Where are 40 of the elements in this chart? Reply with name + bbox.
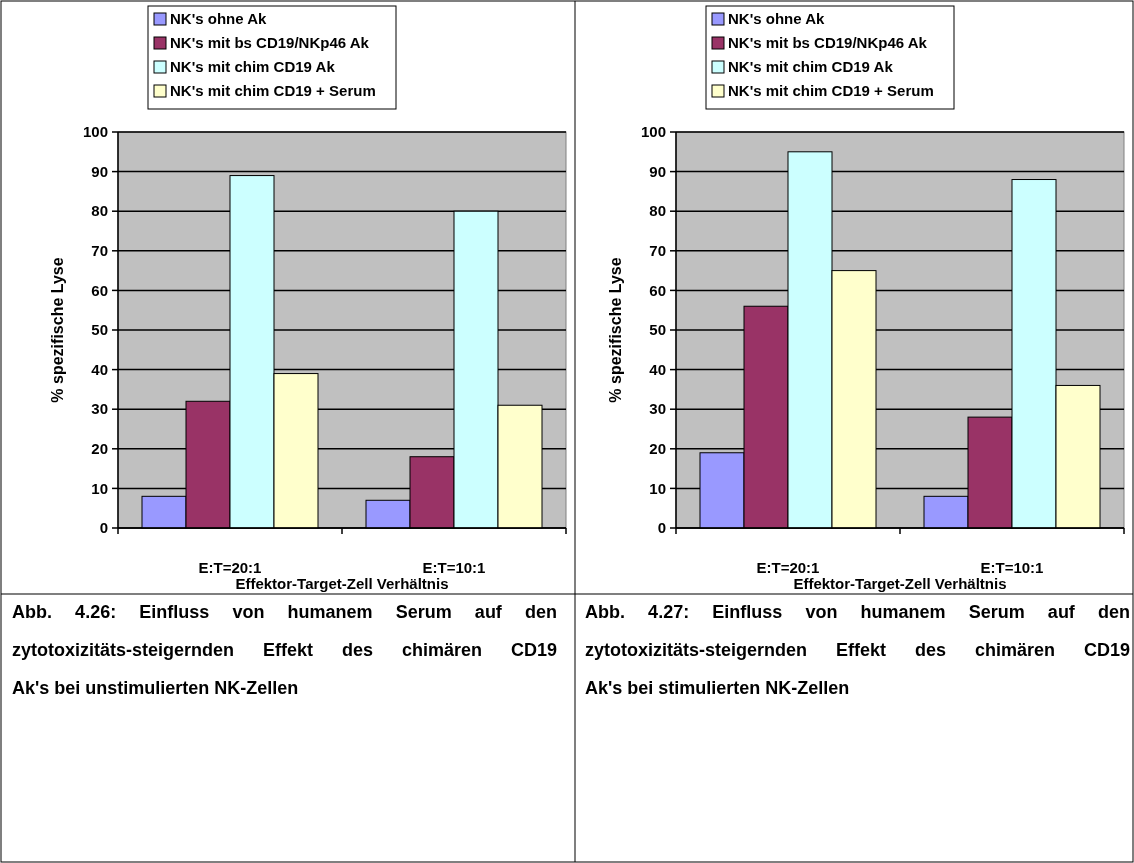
legend-label: NK's mit chim CD19 + Serum xyxy=(170,82,376,99)
x-tick-label: E:T=20:1 xyxy=(198,559,262,576)
x-tick-label: E:T=10:1 xyxy=(980,559,1044,576)
y-tick-label: 80 xyxy=(91,202,108,220)
y-tick-label: 10 xyxy=(91,479,108,497)
y-tick-label: 0 xyxy=(657,519,666,537)
y-tick-label: 90 xyxy=(649,162,666,180)
x-axis-title: Effektor-Target-Zell Verhältnis xyxy=(793,575,1007,592)
y-tick-label: 30 xyxy=(91,400,108,418)
y-tick-label: 70 xyxy=(649,242,666,260)
y-tick-label: 30 xyxy=(649,400,666,418)
x-tick-label: E:T=10:1 xyxy=(422,559,486,576)
y-axis-title: % spezifische Lyse xyxy=(49,257,66,403)
y-tick-label: 100 xyxy=(640,123,666,141)
caption: Abb. 4.26: Einfluss von humanem Serum auf den zytotoxizitäts-steigernden Effekt des chimären CD19 Ak's bei unstimulierten NK-Zellen xyxy=(12,602,557,698)
y-tick-label: 20 xyxy=(91,440,108,458)
y-tick-label: 70 xyxy=(91,242,108,260)
y-tick-label: 60 xyxy=(91,281,108,299)
legend-label: NK's ohne Ak xyxy=(728,10,826,27)
caption: Abb. 4.27: Einfluss von humanem Serum auf den zytotoxizitäts-steigernden Effekt des chimären CD19 Ak's bei stimulierten NK-Zellen xyxy=(585,602,1130,698)
y-tick-label: 40 xyxy=(649,360,666,378)
legend-label: NK's mit bs CD19/NKp46 Ak xyxy=(170,34,370,51)
legend-label: NK's ohne Ak xyxy=(170,10,268,27)
x-axis-title: Effektor-Target-Zell Verhältnis xyxy=(235,575,449,592)
legend-label: NK's mit chim CD19 + Serum xyxy=(728,82,934,99)
y-tick-label: 50 xyxy=(649,321,666,339)
legend-label: NK's mit chim CD19 Ak xyxy=(728,58,894,75)
x-tick-label: E:T=20:1 xyxy=(756,559,820,576)
y-tick-label: 50 xyxy=(91,321,108,339)
legend-label: NK's mit chim CD19 Ak xyxy=(170,58,336,75)
y-tick-label: 100 xyxy=(82,123,108,141)
y-tick-label: 20 xyxy=(649,440,666,458)
y-tick-label: 0 xyxy=(99,519,108,537)
legend-label: NK's mit bs CD19/NKp46 Ak xyxy=(728,34,928,51)
y-tick-label: 40 xyxy=(91,360,108,378)
y-tick-label: 90 xyxy=(91,162,108,180)
y-tick-label: 60 xyxy=(649,281,666,299)
y-tick-label: 80 xyxy=(649,202,666,220)
y-tick-label: 10 xyxy=(649,479,666,497)
y-axis-title: % spezifische Lyse xyxy=(607,257,624,403)
